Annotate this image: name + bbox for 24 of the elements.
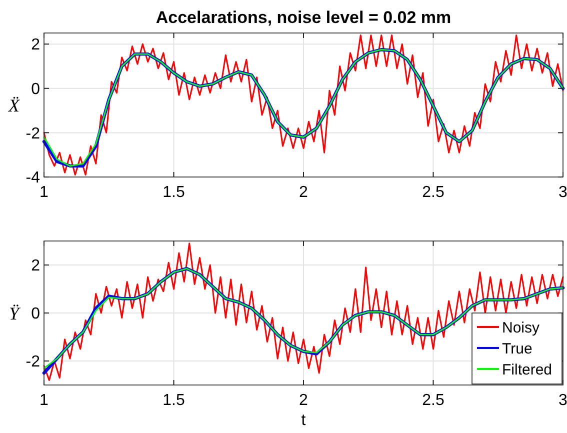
y-tick-label: 2: [31, 258, 40, 275]
x-tick-label: 2: [299, 184, 308, 201]
legend-label: Noisy: [502, 319, 540, 336]
x-axis-title: t: [301, 412, 306, 429]
x-tick-label: 1.5: [162, 392, 185, 409]
y-axis-title: Ẍ: [8, 95, 20, 116]
x-tick-label: 1.5: [162, 184, 185, 201]
y-tick-label: 0: [31, 306, 40, 323]
y-tick-label: 2: [31, 36, 40, 54]
x-tick-label: 3: [558, 184, 567, 201]
x-tick-label: 1: [40, 184, 49, 201]
y-tick-label: -2: [26, 354, 40, 371]
y-axis-title: Ÿ: [8, 303, 21, 324]
x-tick-label: 2.5: [422, 184, 444, 201]
x-tick-label: 1: [40, 392, 49, 409]
chart-title: Accelarations, noise level = 0.02 mm: [156, 8, 452, 27]
x-tick-label: 3: [558, 392, 567, 409]
y-tick-label: 0: [31, 80, 40, 98]
legend-label: Filtered: [502, 361, 552, 378]
y-tick-label: -2: [26, 125, 40, 142]
legend-label: True: [502, 340, 532, 358]
x-tick-label: 2.5: [422, 392, 444, 409]
y-tick-label: -4: [26, 170, 40, 187]
x-tick-label: 2: [299, 392, 308, 409]
